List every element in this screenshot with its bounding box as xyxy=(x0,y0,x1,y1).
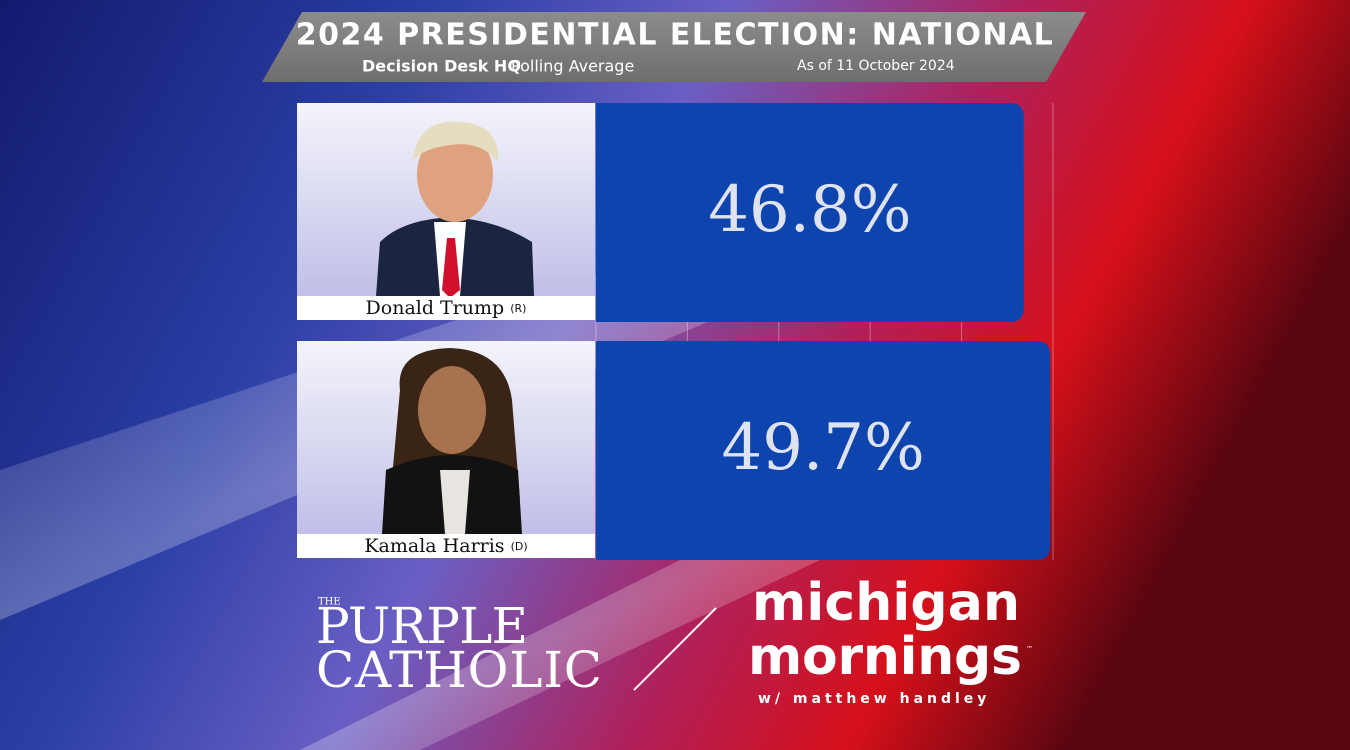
brand-mornings: mornings xyxy=(748,627,1022,687)
category-label: Kamala Harris (D) xyxy=(364,535,527,557)
brand-catholic: CATHOLIC xyxy=(316,641,602,699)
brand-tm: ™ xyxy=(1026,645,1033,653)
photo-harris xyxy=(297,341,595,558)
bar xyxy=(596,341,1051,560)
brand-the: THE xyxy=(318,597,341,608)
candidate-name: Donald Trump xyxy=(366,297,505,319)
value-label: 46.8% xyxy=(708,173,911,247)
name-strip xyxy=(297,534,595,558)
brand-tagline: w/ matthew handley xyxy=(758,691,990,707)
brand-purple: PURPLE xyxy=(316,597,528,655)
party: (R) xyxy=(510,302,526,315)
date: As of 11 October 2024 xyxy=(797,58,955,74)
party: (D) xyxy=(511,540,528,553)
category-label: Donald Trump (R) xyxy=(366,297,527,319)
title: 2024 PRESIDENTIAL ELECTION: NATIONAL xyxy=(296,18,1055,53)
subtitle: Polling Average xyxy=(511,57,634,76)
brand-divider xyxy=(633,607,717,691)
brand-michigan: michigan xyxy=(752,573,1020,633)
background-stripe xyxy=(300,520,820,750)
photo-trump xyxy=(297,103,595,320)
name-strip xyxy=(297,296,595,320)
candidate-name: Kamala Harris xyxy=(364,535,504,557)
bar xyxy=(596,103,1024,322)
value-label: 49.7% xyxy=(721,411,924,485)
source: Decision Desk HQ xyxy=(362,57,521,76)
title-banner xyxy=(262,12,1086,82)
